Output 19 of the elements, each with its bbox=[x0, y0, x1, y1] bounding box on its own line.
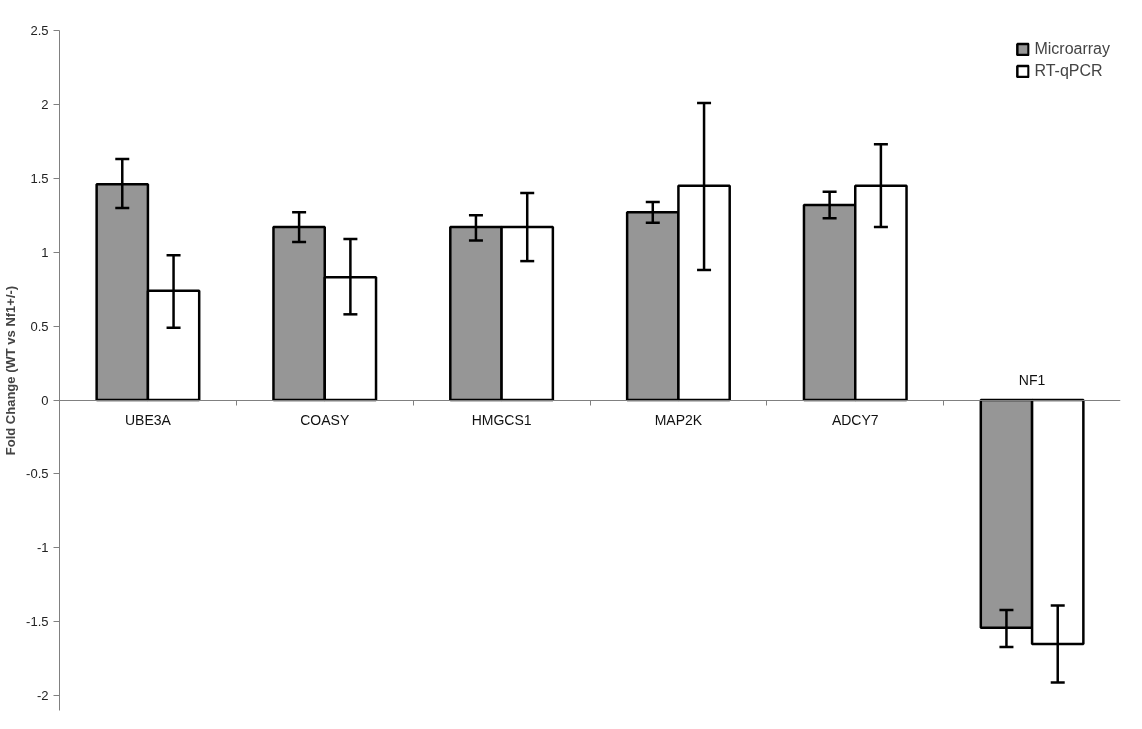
x-tick-label: ADCY7 bbox=[831, 412, 879, 429]
x-tick-label: COASY bbox=[300, 412, 350, 429]
x-tick-label: MAP2K bbox=[654, 412, 703, 429]
y-tick-label: 2.5 bbox=[30, 23, 49, 38]
legend-label: RT-qPCR bbox=[1034, 62, 1103, 80]
y-tick-label: 1 bbox=[41, 244, 49, 260]
y-tick-label: 0 bbox=[41, 392, 49, 408]
y-axis-title: Fold Change (WT vs Nf1+/-) bbox=[3, 285, 19, 456]
y-tick-label: 1.5 bbox=[30, 170, 49, 186]
y-tick-label: -1.5 bbox=[26, 614, 49, 630]
legend-label: Microarray bbox=[1034, 40, 1110, 58]
y-tick-label: -0.5 bbox=[26, 466, 49, 482]
y-tick-label: -1 bbox=[36, 540, 49, 556]
x-tick-label: UBE3A bbox=[124, 412, 172, 429]
x-tick-label: NF1 bbox=[1018, 372, 1046, 389]
x-tick-label: HMGCS1 bbox=[471, 412, 532, 429]
y-tick-label: 2 bbox=[41, 96, 49, 112]
y-tick-label: -2 bbox=[36, 688, 49, 704]
y-tick-label: 0.5 bbox=[30, 318, 49, 334]
